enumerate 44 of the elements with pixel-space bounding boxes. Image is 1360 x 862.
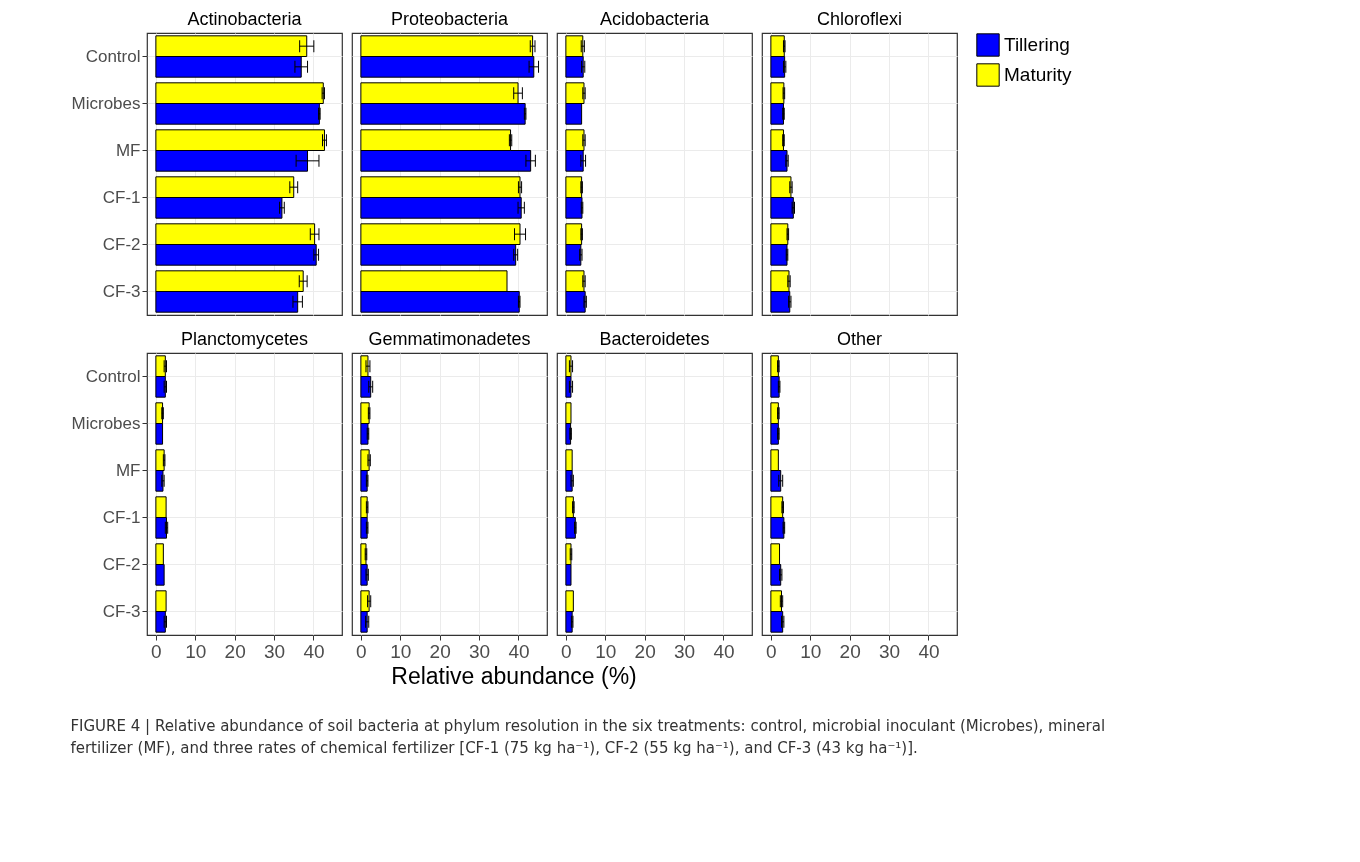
y-tick-label: CF-2	[102, 554, 141, 574]
chart-title: Acidobacteria	[599, 9, 711, 29]
y-tick-label: CF-1	[102, 507, 141, 527]
chart-title: Bacteroidetes	[599, 329, 710, 349]
chart-title: Proteobacteria	[390, 9, 510, 29]
y-tick-label: MF	[115, 460, 141, 480]
y-tick-label: CF-1	[102, 187, 141, 207]
x-tick-label: 30	[878, 640, 901, 662]
legend-label: Tillering	[1004, 34, 1070, 55]
y-tick-label: CF-3	[102, 601, 141, 621]
y-tick-label: MF	[115, 140, 141, 160]
caption: FIGURE 4 | Relative abundance of soil bacteria at phylum resolution in the six treatments: control, microbial inoculant (Microbes), mineral fertilizer (MF), and three rates of chemical fertilizer [CF-1 (75 kg ha⁻¹), CF-2 (55 kg ha⁻¹), and CF-3 (43 kg ha⁻¹)].	[70, 716, 1106, 757]
x-tick-label: 0	[766, 640, 777, 662]
x-tick-label: 30	[468, 640, 491, 662]
chart-title: Gemmatimonadetes	[368, 329, 531, 349]
x-tick-label: 20	[429, 640, 451, 662]
y-tick-label: Microbes	[71, 413, 141, 433]
x-tick-label: 20	[224, 640, 246, 662]
y-tick-label: CF-3	[102, 281, 141, 301]
y-tick-label: Control	[85, 46, 141, 66]
x-tick-label: 30	[673, 640, 696, 662]
chart-title: Actinobacteria	[187, 9, 303, 29]
x-tick-label: 30	[263, 640, 286, 662]
x-tick-label: 0	[356, 640, 367, 662]
y-tick-label: CF-2	[102, 234, 141, 254]
x-tick-label: 40	[713, 640, 735, 662]
x-tick-label: 20	[634, 640, 656, 662]
x-tick-label: 40	[508, 640, 530, 662]
x-tick-label: 10	[800, 640, 822, 662]
x-tick-label: 20	[839, 640, 861, 662]
x-tick-label: 10	[595, 640, 617, 662]
x-tick-label: 0	[561, 640, 572, 662]
x-axis-title: Relative abundance (%)	[391, 662, 637, 689]
x-tick-label: 10	[185, 640, 207, 662]
chart-title: Chloroflexi	[816, 9, 903, 29]
y-tick-label: Control	[85, 366, 141, 386]
x-tick-label: 40	[303, 640, 325, 662]
x-tick-label: 40	[918, 640, 940, 662]
legend-label: Maturity	[1004, 64, 1073, 85]
y-tick-label: Microbes	[71, 93, 141, 113]
x-tick-label: 0	[151, 640, 162, 662]
chart-title: Planctomycetes	[180, 329, 309, 349]
chart-title: Other	[836, 329, 883, 349]
x-tick-label: 10	[390, 640, 412, 662]
